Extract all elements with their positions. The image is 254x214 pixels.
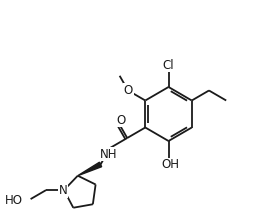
Text: HO: HO [5, 194, 23, 207]
Polygon shape [78, 162, 102, 176]
Text: OH: OH [162, 159, 180, 171]
Text: Cl: Cl [163, 58, 174, 71]
Text: N: N [59, 184, 67, 197]
Text: O: O [116, 113, 125, 126]
Text: NH: NH [100, 147, 118, 160]
Text: O: O [123, 84, 133, 97]
